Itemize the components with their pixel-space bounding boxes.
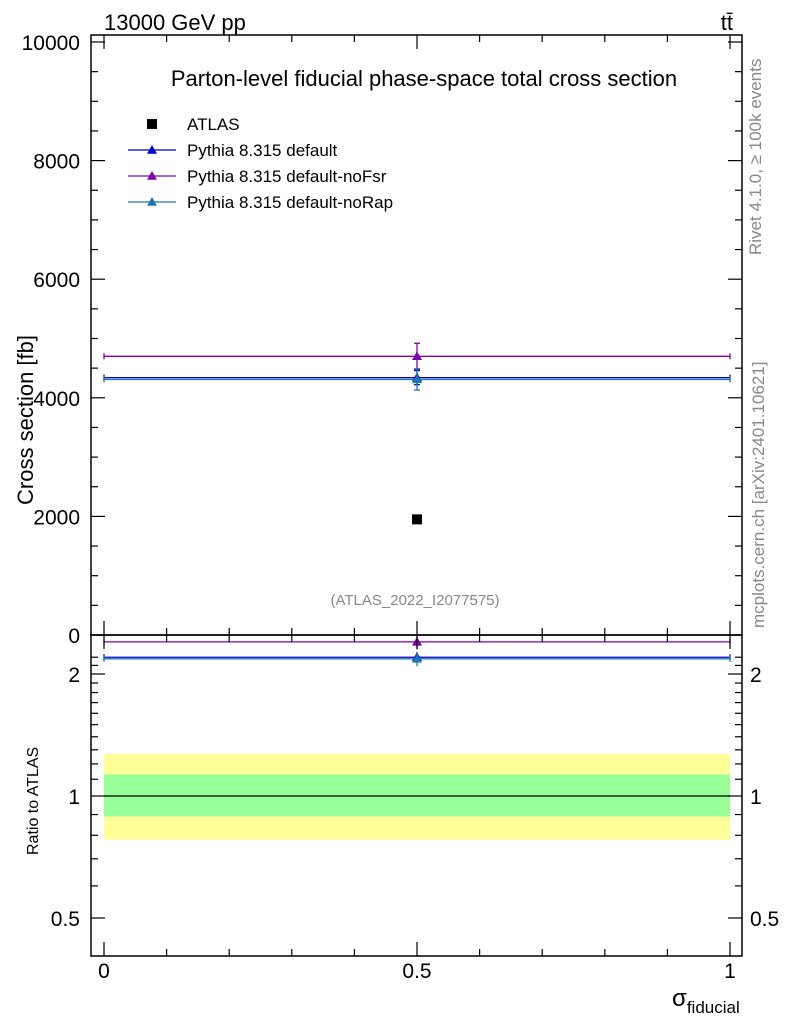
legend-item: Pythia 8.315 default-noRap — [128, 193, 393, 212]
data-point-atlas — [412, 514, 422, 525]
series-3 — [103, 368, 731, 391]
ratio-point-marker — [412, 653, 422, 663]
mcplots-label: mcplots.cern.ch [arXiv:2401.10621] — [749, 362, 768, 628]
y-tick-label: 2000 — [33, 506, 80, 529]
legend-label: Pythia 8.315 default-noFsr — [187, 167, 387, 186]
ratio-series-2 — [103, 651, 731, 667]
legend-marker-triangle — [147, 145, 157, 154]
x-axis-label: σfiducial — [672, 985, 740, 1017]
ratio-y-tick-label-right: 1 — [750, 786, 762, 809]
x-tick-label: 1 — [724, 960, 736, 983]
legend-label: ATLAS — [187, 115, 240, 134]
ratio-y-axis-label: Ratio to ATLAS — [25, 747, 42, 855]
y-tick-label: 8000 — [33, 151, 80, 174]
x-tick-label: 0 — [98, 960, 110, 983]
data-point-marker — [412, 374, 422, 384]
ratio-y-tick-label: 0.5 — [51, 908, 80, 931]
ratio-y-tick-label: 2 — [68, 664, 80, 687]
y-tick-label: 10000 — [22, 32, 80, 55]
ratio-y-tick-label-right: 2 — [750, 664, 762, 687]
legend-label: Pythia 8.315 default-noRap — [187, 193, 393, 212]
legend-marker-square — [147, 119, 157, 129]
ratio-panel: 0.5 0.5 1 1 2 2 0 0.5 1 Ratio to ATLAS σfiducial — [25, 634, 779, 1017]
process-label: tt̄ — [721, 10, 733, 35]
ratio-y-tick-label-right: 0.5 — [750, 908, 779, 931]
main-y-axis-label: Cross section [fb] — [13, 335, 38, 505]
analysis-label: (ATLAS_2022_I2077575) — [330, 592, 499, 609]
series-2 — [103, 342, 731, 370]
legend-marker-triangle — [147, 197, 157, 206]
y-tick-label: 6000 — [33, 269, 80, 292]
legend-marker-triangle — [147, 171, 157, 180]
data-point-marker — [412, 351, 422, 361]
y-tick-label: 4000 — [33, 388, 80, 411]
ratio-y-tick-label: 1 — [68, 786, 80, 809]
main-title: Parton-level fiducial phase-space total … — [171, 66, 677, 91]
main-panel: 0 2000 4000 6000 8000 10000 Parton-level fidu… — [13, 32, 743, 648]
x-tick-label: 0.5 — [402, 960, 431, 983]
legend-item: Pythia 8.315 default — [128, 141, 338, 160]
legend-label: Pythia 8.315 default — [187, 141, 338, 160]
legend-item: Pythia 8.315 default-noFsr — [128, 167, 387, 186]
y-tick-label: 0 — [68, 625, 80, 648]
rivet-version-label: Rivet 4.1.0, ≥ 100k events — [746, 59, 765, 255]
legend-item: ATLAS — [147, 115, 240, 134]
series-0 — [412, 514, 422, 525]
legend: ATLAS Pythia 8.315 default Pythia 8.315 de… — [128, 115, 393, 212]
energy-label: 13000 GeV pp — [104, 10, 246, 35]
